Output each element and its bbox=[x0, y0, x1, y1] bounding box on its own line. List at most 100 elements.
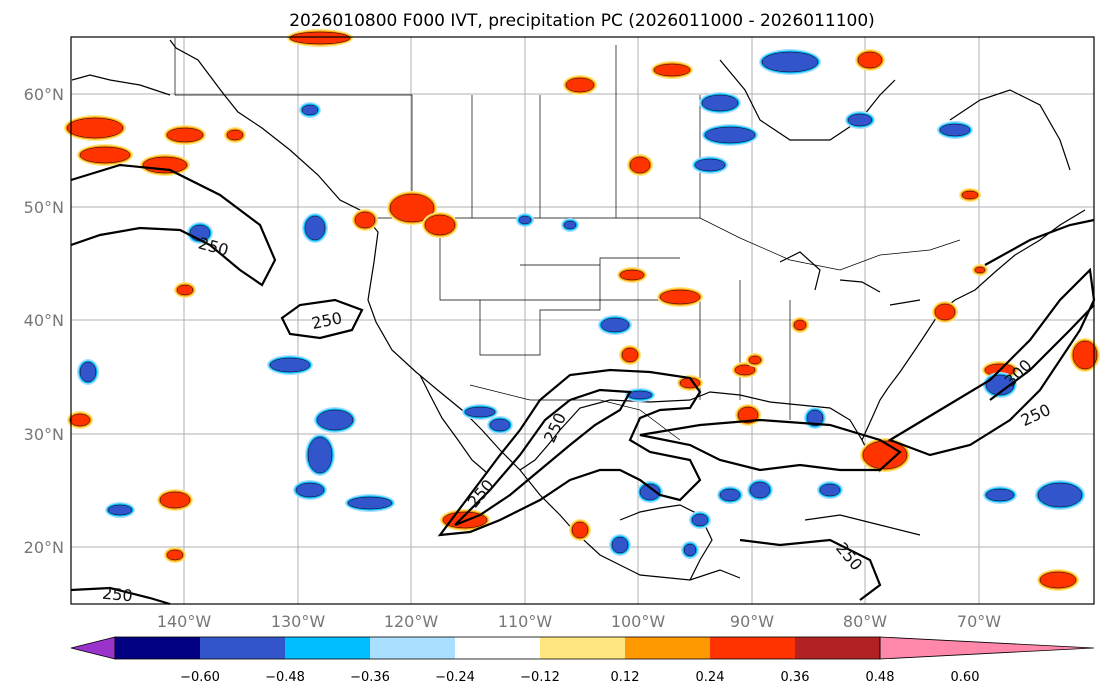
ivt-contour-pacific-small bbox=[280, 298, 364, 340]
lon-tick-label: 90°W bbox=[730, 612, 774, 631]
colorbar-tick-labels: −0.60 −0.48 −0.36 −0.24 −0.12 0.12 0.24 … bbox=[180, 670, 979, 685]
cuba bbox=[804, 514, 921, 536]
precip-negative-core bbox=[694, 158, 726, 172]
lon-tick-label: 140°W bbox=[157, 612, 212, 631]
lon-tick-label: 80°W bbox=[843, 612, 887, 631]
precip-positive-core bbox=[159, 491, 191, 509]
colorbar-tick-label: −0.48 bbox=[265, 670, 305, 685]
precip-negative-core bbox=[304, 215, 326, 241]
province-borders bbox=[174, 38, 701, 218]
colorbar-segment bbox=[370, 637, 455, 659]
lon-tick-label: 100°W bbox=[611, 612, 666, 631]
precip-positive-core bbox=[69, 413, 91, 427]
precip-negative-core bbox=[985, 374, 1015, 396]
precip-negative-core bbox=[627, 390, 653, 400]
precip-positive-core bbox=[857, 51, 883, 69]
precip-positive-core bbox=[734, 364, 756, 376]
ivt-contour-caribbean bbox=[639, 418, 902, 472]
colorbar bbox=[70, 636, 1095, 660]
precip-negative-core bbox=[749, 481, 771, 499]
precip-negative-core bbox=[701, 94, 739, 112]
precip-positive-core bbox=[565, 77, 595, 93]
lat-tick-label: 50°N bbox=[24, 198, 64, 217]
precip-negative-core bbox=[79, 361, 97, 383]
precip-negative-core bbox=[307, 436, 333, 474]
ivt-contour-eastern-pacific bbox=[739, 538, 882, 601]
precip-positive-core bbox=[737, 406, 759, 424]
precip-positive-core bbox=[1039, 571, 1077, 589]
colorbar-tick-label: −0.12 bbox=[520, 670, 560, 685]
precip-positive-core bbox=[226, 129, 244, 141]
colorbar-segment bbox=[455, 637, 540, 659]
precip-positive-core bbox=[934, 303, 956, 321]
precip-negative-core bbox=[518, 215, 532, 225]
us-canada-border bbox=[370, 217, 961, 271]
labrador-coast bbox=[949, 89, 1071, 171]
precip-positive-core bbox=[176, 284, 194, 296]
lat-tick-label: 40°N bbox=[24, 311, 64, 330]
florida bbox=[861, 387, 889, 441]
ivt-contour-atlantic-inner bbox=[984, 218, 1095, 401]
colorbar-segment bbox=[710, 637, 795, 659]
lon-tick-label: 130°W bbox=[271, 612, 326, 631]
longitude-tick-labels: 140°W 130°W 120°W 110°W 100°W 90°W 80°W … bbox=[157, 612, 1001, 631]
precip-negative-core bbox=[939, 123, 971, 137]
precip-negative-core bbox=[489, 418, 511, 432]
colorbar-tick-label: −0.24 bbox=[435, 670, 475, 685]
precip-positive-core bbox=[166, 127, 204, 143]
colorbar-tick-label: 0.48 bbox=[866, 670, 895, 685]
precip-negative-core bbox=[985, 488, 1015, 502]
precip-positive-core bbox=[748, 355, 762, 365]
colorbar-tick-label: 0.12 bbox=[611, 670, 640, 685]
yucatan-peninsula bbox=[619, 504, 713, 581]
colorbar-segment bbox=[200, 637, 285, 659]
precip-negative-core bbox=[301, 104, 319, 116]
colorbar-segment bbox=[795, 637, 880, 659]
precip-positive-core bbox=[1072, 340, 1098, 370]
precip-positive-core bbox=[974, 266, 986, 274]
colorbar-extend-low bbox=[70, 636, 116, 660]
precip-negative-core bbox=[819, 483, 841, 497]
lon-tick-label: 110°W bbox=[498, 612, 553, 631]
political-borders bbox=[174, 38, 961, 441]
precip-negative-core bbox=[691, 513, 709, 527]
ivt-contour-atlantic bbox=[887, 267, 1096, 457]
precip-negative-core bbox=[316, 409, 354, 431]
precip-negative-core bbox=[611, 536, 629, 554]
precip-negative-core bbox=[719, 488, 741, 502]
precipitation-pc-shading bbox=[64, 29, 1100, 591]
precip-positive-core bbox=[66, 117, 124, 139]
colorbar-outline bbox=[114, 636, 881, 660]
lon-tick-label: 120°W bbox=[384, 612, 439, 631]
precip-negative-core bbox=[464, 406, 496, 418]
precip-negative-core bbox=[639, 483, 661, 501]
graticule bbox=[71, 37, 1094, 604]
precip-positive-core bbox=[793, 319, 807, 331]
colorbar-tick-label: 0.60 bbox=[951, 670, 980, 685]
precip-positive-core bbox=[961, 190, 979, 200]
lon-tick-label: 70°W bbox=[957, 612, 1001, 631]
precip-negative-core bbox=[600, 317, 630, 333]
hudson-bay bbox=[719, 59, 896, 141]
precip-negative-core bbox=[295, 482, 325, 498]
precip-positive-core bbox=[653, 63, 691, 77]
precip-positive-core bbox=[629, 156, 651, 174]
colorbar-tick-label: 0.36 bbox=[781, 670, 810, 685]
precip-negative-core bbox=[269, 357, 311, 373]
lat-tick-label: 20°N bbox=[24, 538, 64, 557]
ivt-contour-gulf-inner bbox=[454, 388, 632, 527]
alaska-coast bbox=[71, 74, 171, 96]
ivt-contour-pacific-southern bbox=[70, 586, 171, 606]
precip-negative-core bbox=[806, 409, 824, 427]
precip-negative-core bbox=[761, 51, 819, 73]
colorbar-segment bbox=[115, 637, 200, 659]
ivt-contour-northeast-pacific bbox=[70, 163, 277, 287]
great-lakes bbox=[779, 251, 921, 306]
precip-negative-core bbox=[847, 113, 873, 127]
precip-positive-core bbox=[862, 440, 908, 470]
precip-positive-core bbox=[354, 211, 376, 229]
colorbar-tick-label: 0.24 bbox=[696, 670, 725, 685]
colorbar-segment bbox=[285, 637, 370, 659]
precip-positive-core bbox=[389, 193, 435, 223]
